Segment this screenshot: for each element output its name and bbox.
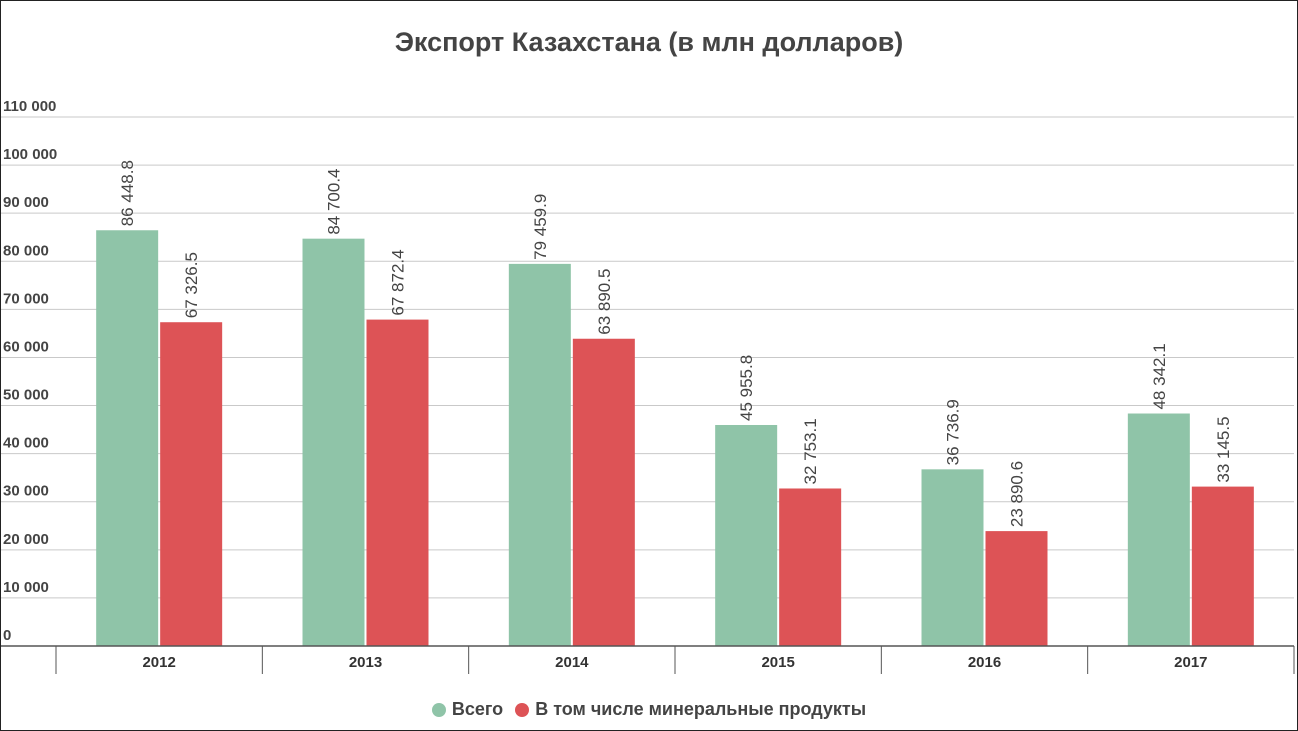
y-tick-label: 50 000 [3, 387, 49, 404]
bar-total [1127, 413, 1190, 646]
x-axis: 2012 2013 2014 2015 2016 2017 [1, 645, 1295, 674]
x-tick-label: 2013 [349, 654, 382, 671]
legend-swatch-total [431, 702, 446, 717]
bar-mineral [160, 322, 223, 646]
x-tick-label: 2012 [142, 654, 175, 671]
chart-title: Экспорт Казахстана (в млн долларов) [394, 27, 904, 57]
x-tick-label: 2016 [968, 654, 1001, 671]
y-tick-label: 90 000 [3, 194, 49, 211]
bar-total [302, 238, 365, 646]
bar-mineral [1191, 486, 1254, 646]
y-tick-label: 110 000 [3, 98, 56, 115]
data-label: 84 700.4 [325, 168, 344, 234]
data-label: 86 448.8 [118, 160, 137, 226]
data-label: 23 890.6 [1008, 461, 1027, 527]
bar-mineral [985, 531, 1048, 646]
legend-item-mineral[interactable]: В том числе минеральные продукты [515, 699, 866, 720]
bar-mineral [572, 338, 635, 646]
bar-total [921, 469, 984, 646]
bar-total [508, 263, 571, 646]
legend-item-total[interactable]: Всего [431, 699, 504, 720]
data-labels: 86 448.8 84 700.4 79 459.9 45 955.8 36 736.9… [118, 160, 1233, 527]
data-label: 67 872.4 [389, 249, 408, 315]
x-tick-label: 2017 [1174, 654, 1207, 671]
data-label: 48 342.1 [1150, 343, 1169, 409]
y-tick-label: 40 000 [3, 435, 49, 452]
data-label: 67 326.5 [182, 252, 201, 318]
y-tick-label: 80 000 [3, 242, 49, 259]
y-axis-ticks: 0 10 000 20 000 30 000 40 000 50 000 60 000 70 … [3, 98, 57, 644]
y-tick-label: 60 000 [3, 338, 49, 355]
data-label: 63 890.5 [595, 269, 614, 335]
data-label: 36 736.9 [944, 399, 963, 465]
data-label: 79 459.9 [531, 194, 550, 260]
bar-total [96, 230, 159, 646]
x-tick-label: 2015 [761, 654, 794, 671]
legend-label-mineral: В том числе минеральные продукты [535, 699, 867, 719]
bar-mineral [366, 319, 429, 646]
bar-mineral [779, 488, 842, 646]
y-tick-label: 0 [3, 627, 11, 644]
bar-total [715, 424, 778, 646]
bars [96, 230, 1254, 646]
legend-swatch-mineral [515, 702, 530, 717]
y-tick-label: 70 000 [3, 290, 49, 307]
chart-plot: 0 10 000 20 000 30 000 40 000 50 000 60 000 70 … [1, 98, 1295, 674]
legend: Всего В том числе минеральные продукты [1, 699, 1297, 720]
y-tick-label: 100 000 [3, 146, 57, 163]
y-tick-label: 20 000 [3, 531, 49, 548]
data-label: 32 753.1 [801, 418, 820, 484]
legend-label-total: Всего [451, 699, 504, 719]
data-label: 45 955.8 [737, 355, 756, 421]
x-tick-label: 2014 [555, 654, 589, 671]
y-tick-label: 30 000 [3, 483, 49, 500]
y-tick-label: 10 000 [3, 579, 49, 596]
data-label: 33 145.5 [1214, 416, 1233, 482]
